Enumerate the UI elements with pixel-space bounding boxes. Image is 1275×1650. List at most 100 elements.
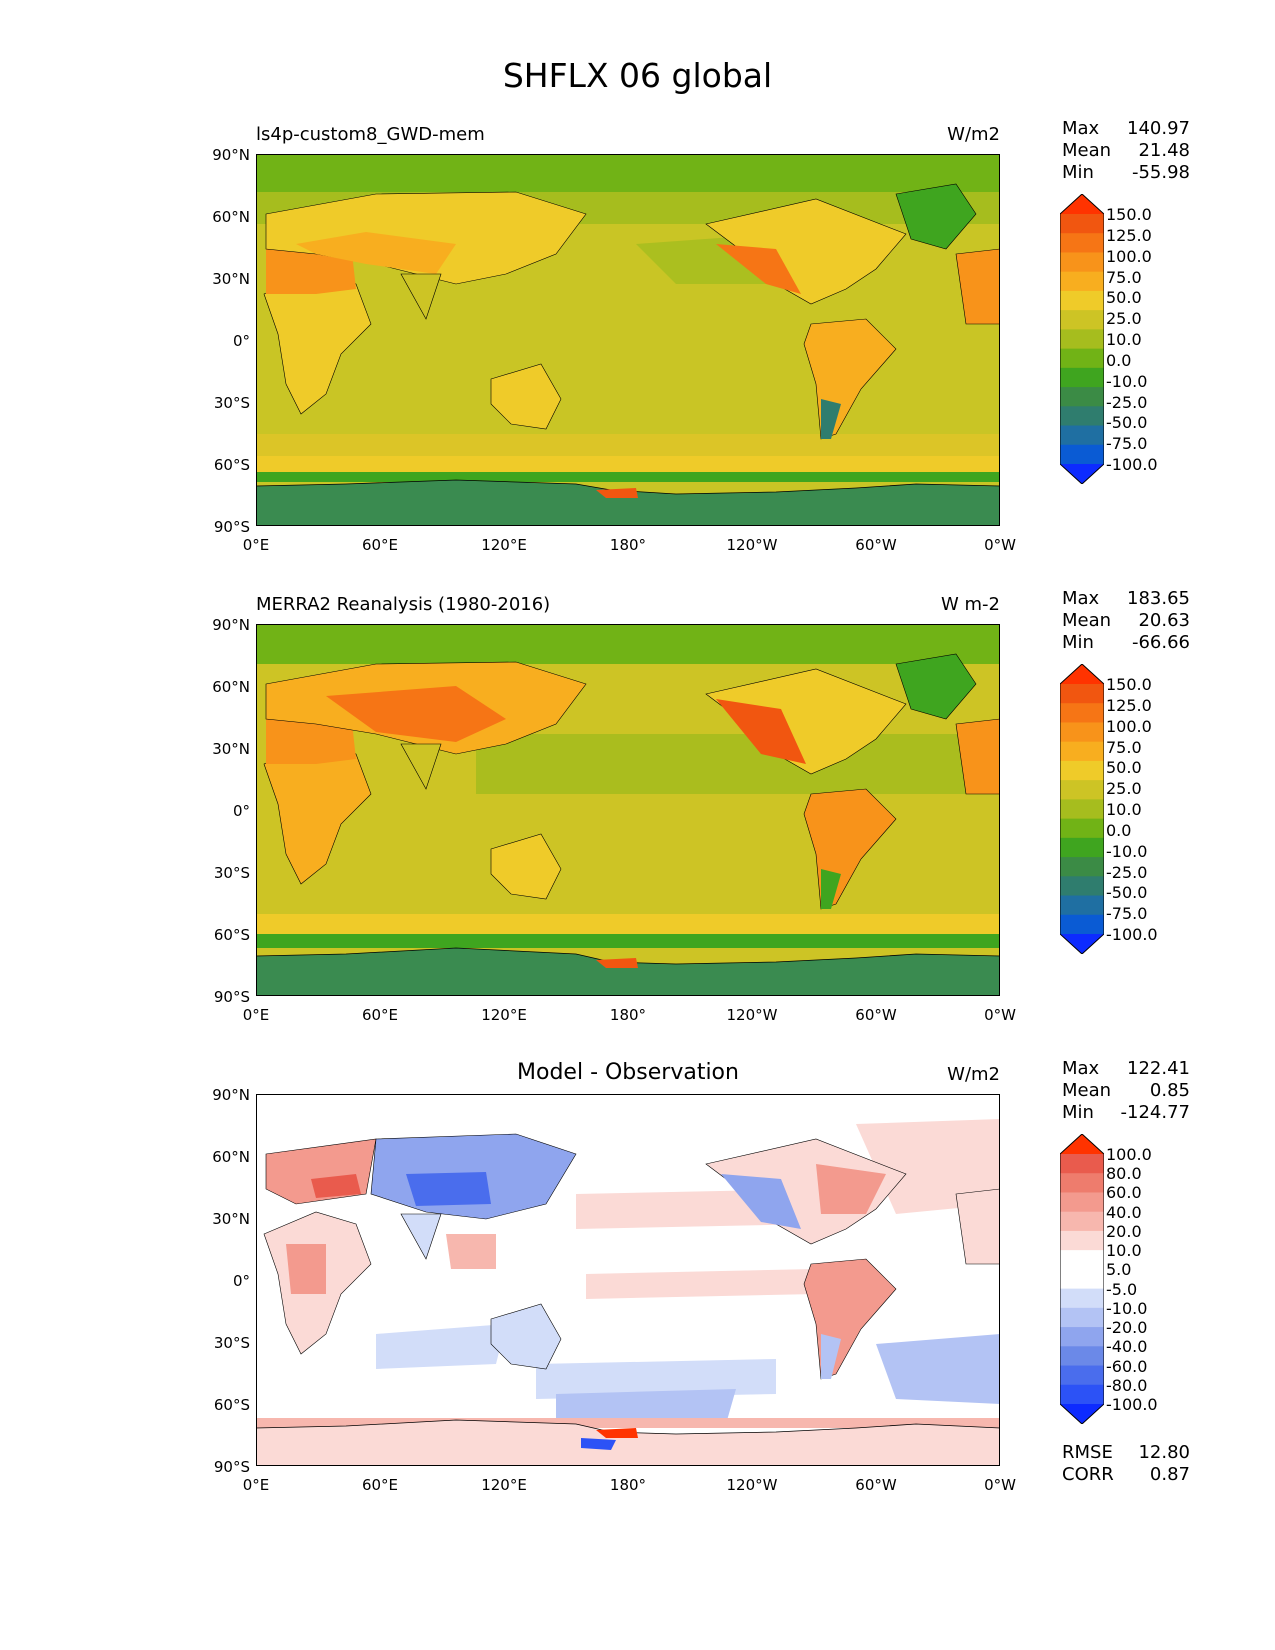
colorbar-level-label: 75.0	[1106, 737, 1142, 757]
colorbar-segment	[1060, 895, 1104, 916]
difference-map	[256, 1094, 1000, 1466]
lon-tick: 60°W	[855, 1006, 897, 1024]
colorbar-extend-min	[1060, 464, 1104, 484]
central-africa-warm	[286, 1244, 326, 1294]
southeast-asia-warm	[446, 1234, 496, 1269]
panel-label: ls4p-custom8_GWD-mem	[256, 124, 485, 145]
australia	[490, 833, 562, 900]
southern-ocean-band-3	[256, 472, 1000, 482]
colorbar-level-label: -10.0	[1106, 1298, 1148, 1318]
tropical-ocean-cool	[476, 734, 1000, 794]
lon-tick: 120°W	[726, 1006, 778, 1024]
observation-map	[256, 624, 1000, 996]
colorbar-level-label: -100.0	[1106, 455, 1158, 474]
colorbar-segment	[1060, 1211, 1104, 1232]
lat-tick: 0°	[232, 1272, 250, 1290]
stat-max: 183.65	[1127, 588, 1190, 609]
panel-observation: MERRA2 Reanalysis (1980-2016) W m-2	[0, 588, 1275, 1038]
model-map	[256, 154, 1000, 526]
colorbar-level-label: 125.0	[1106, 695, 1152, 715]
panel-label: MERRA2 Reanalysis (1980-2016)	[256, 594, 551, 615]
colorbar-extend-max	[1060, 194, 1104, 214]
colorbar-segment	[1060, 1173, 1104, 1193]
stat-mean: 0.85	[1149, 1080, 1190, 1101]
colorbar-level-label: 10.0	[1106, 800, 1142, 819]
colorbar-level-label: -100.0	[1106, 1395, 1158, 1414]
tropical-pacific-warm	[586, 1269, 816, 1299]
colorbar-segment	[1060, 387, 1104, 407]
colorbar-segment	[1060, 760, 1104, 781]
ross-sea-cold	[581, 1438, 616, 1450]
colorbar-level-label: -75.0	[1106, 904, 1148, 924]
lon-tick: 60°W	[855, 536, 897, 554]
lon-tick: 0°E	[242, 1476, 270, 1494]
india	[400, 743, 442, 790]
australia	[490, 1303, 562, 1370]
corr-label: CORR	[1062, 1464, 1114, 1485]
lon-tick: 0°W	[984, 536, 1016, 554]
colorbar-segment	[1060, 1250, 1104, 1270]
colorbar	[1059, 193, 1105, 488]
colorbar-segment	[1060, 1192, 1104, 1213]
southern-ocean-band-1	[256, 434, 1000, 456]
lat-tick: 90°S	[213, 988, 250, 1006]
lon-tick: 60°E	[361, 536, 399, 554]
lon-tick: 180°	[609, 1476, 647, 1494]
lat-tick: 90°S	[213, 1458, 250, 1476]
colorbar-segment	[1060, 1154, 1104, 1174]
colorbar-segment	[1060, 406, 1104, 427]
stat-min: -66.66	[1131, 632, 1190, 653]
lon-tick: 60°E	[361, 1476, 399, 1494]
colorbar-segment	[1060, 252, 1104, 273]
colorbar-level-label: 125.0	[1106, 225, 1152, 245]
colorbar-segment	[1060, 1384, 1104, 1405]
lon-tick: 120°E	[481, 536, 527, 554]
colorbar-level-label: 50.0	[1106, 288, 1142, 308]
colorbar-level-label: 10.0	[1106, 1241, 1142, 1261]
lon-tick: 180°	[609, 536, 647, 554]
us-west-hot	[716, 699, 806, 764]
colorbar-segment	[1060, 1346, 1104, 1367]
southern-ocean-band-1	[256, 914, 1000, 934]
iberia	[955, 1188, 1000, 1265]
ross-sea-hot	[596, 488, 638, 498]
colorbar-level-label: -10.0	[1106, 371, 1148, 391]
antarctica	[256, 479, 1000, 526]
colorbar-segment	[1060, 348, 1104, 369]
us-west-cool	[721, 1174, 801, 1229]
panel-model: ls4p-custom8_GWD-mem W/m2	[0, 118, 1275, 568]
stats-box: Max 183.65 Mean 20.63 Min -66.66	[1062, 588, 1190, 654]
lat-tick: 60°S	[213, 1396, 250, 1414]
lat-tick: 90°N	[212, 1086, 250, 1104]
lat-tick: 30°S	[213, 864, 250, 882]
southern-ocean-band-2	[256, 934, 1000, 948]
colorbar-level-label: 150.0	[1106, 675, 1152, 694]
map-frame	[256, 1094, 1000, 1466]
lon-tick: 0°E	[242, 536, 270, 554]
stat-mean: 21.48	[1138, 140, 1190, 161]
colorbar-level-label: -50.0	[1106, 883, 1148, 903]
lon-tick: 120°E	[481, 1006, 527, 1024]
colorbar-level-label: 50.0	[1106, 758, 1142, 778]
colorbar-level-label: 10.0	[1106, 330, 1142, 349]
colorbar-svg	[1059, 1133, 1105, 1425]
colorbar-segment	[1060, 271, 1104, 292]
panel-center-title: Model - Observation	[517, 1060, 739, 1085]
stat-mean-label: Mean	[1062, 610, 1112, 631]
rmse-corr-box: RMSE 12.80 CORR 0.87	[1062, 1442, 1190, 1486]
lat-tick: 60°N	[212, 678, 250, 696]
colorbar-segment	[1060, 233, 1104, 253]
colorbar-segment	[1060, 1365, 1104, 1386]
colorbar-segment	[1060, 329, 1104, 350]
units-label: W m-2	[940, 594, 1000, 615]
colorbar-level-label: 75.0	[1106, 267, 1142, 287]
lat-tick: 0°	[232, 332, 250, 350]
indian-ocean-cool	[376, 1324, 506, 1369]
colorbar-segment	[1060, 214, 1104, 234]
colorbar-level-label: 20.0	[1106, 1221, 1142, 1241]
colorbar-segment	[1060, 425, 1104, 446]
colorbar-level-label: -10.0	[1106, 841, 1148, 861]
lon-tick: 0°W	[984, 1006, 1016, 1024]
stat-min: -55.98	[1131, 162, 1190, 183]
colorbar-extend-max	[1060, 664, 1104, 684]
